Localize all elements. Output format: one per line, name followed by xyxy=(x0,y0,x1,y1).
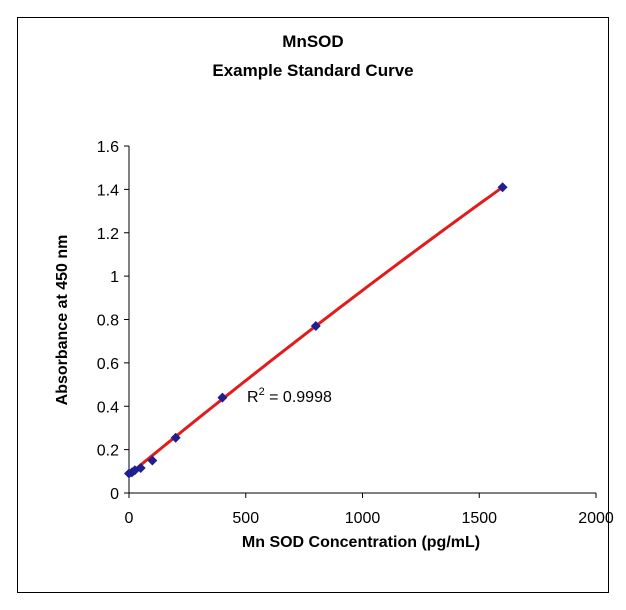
data-point xyxy=(147,455,158,466)
chart-subtitle: Example Standard Curve xyxy=(212,61,413,80)
data-point xyxy=(170,432,181,443)
y-tick-label: 0.8 xyxy=(97,313,119,330)
x-tick-label: 500 xyxy=(232,510,259,527)
y-axis-label: Absorbance at 450 nm xyxy=(54,235,71,406)
x-axis-label: Mn SOD Concentration (pg/mL) xyxy=(242,534,480,551)
y-tick-label: 0 xyxy=(110,486,119,503)
r-squared-annotation: R2 = 0.9998 xyxy=(247,386,332,406)
y-axis-ticks: 0 0.2 0.4 0.6 0.8 1 1.2 1.4 1.6 xyxy=(97,139,129,503)
data-point xyxy=(497,182,508,193)
x-tick-label: 2000 xyxy=(578,510,614,527)
y-tick-label: 0.6 xyxy=(97,356,119,373)
x-tick-label: 1500 xyxy=(461,510,497,527)
y-tick-label: 0.4 xyxy=(97,399,119,416)
data-point xyxy=(217,392,228,403)
y-tick-label: 1.6 xyxy=(97,139,119,156)
data-point xyxy=(135,463,146,474)
data-point xyxy=(310,321,321,332)
y-tick-label: 1 xyxy=(110,269,119,286)
x-axis-ticks: 0 500 1000 1500 2000 xyxy=(125,493,614,527)
y-tick-label: 0.2 xyxy=(97,443,119,460)
x-tick-label: 1000 xyxy=(345,510,381,527)
y-tick-label: 1.4 xyxy=(97,182,119,199)
x-tick-label: 0 xyxy=(125,510,134,527)
chart-title: MnSOD xyxy=(282,32,343,51)
data-points xyxy=(124,182,508,479)
y-tick-label: 1.2 xyxy=(97,226,119,243)
chart-frame xyxy=(17,17,609,593)
